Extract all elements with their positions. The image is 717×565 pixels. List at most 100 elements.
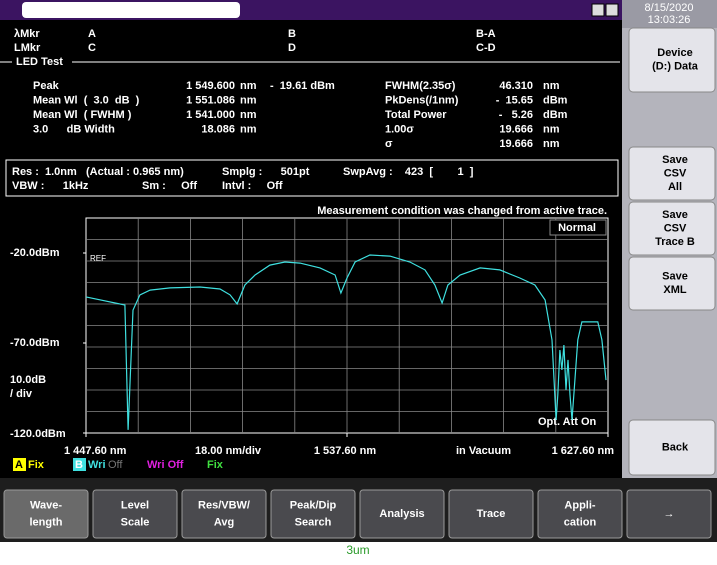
result-name: Peak [33,80,60,92]
result-name: FWHM(2.35σ) [385,80,456,92]
function-key[interactable] [3,489,89,539]
softkey-label: Save [662,209,688,221]
medium: in Vacuum [456,445,511,457]
function-key[interactable] [537,489,623,539]
softkey[interactable] [628,146,716,201]
setting: Intvl : Off [222,180,283,192]
footer: 3um [346,543,369,557]
window-button[interactable] [591,3,605,17]
softkey-label: CSV [664,222,687,234]
x-tick-label: 1 447.60 nm [64,445,127,457]
marker-label: λMkr [14,28,40,40]
result-name: PkDens(/1nm) [385,94,459,106]
result-unit: nm [240,109,257,121]
result-name: Mean Wl ( 3.0 dB ) [33,94,140,106]
result-value: 1 551.086 [186,94,235,106]
trace [85,254,607,430]
trace-key [13,458,26,471]
mode-box [549,219,607,236]
function-key[interactable] [626,489,712,539]
result-name: Mean Wl ( FWHM ) [33,109,132,121]
result-unit: nm [240,123,257,135]
softkey[interactable] [628,27,716,93]
function-key-label: Res/VBW/ [198,499,250,511]
result-name: 3.0 dB Width [33,123,115,135]
marker-label: LMkr [14,42,41,54]
x-div: 18.00 nm/div [195,445,262,457]
section-title: LED Test [16,56,63,68]
setting: Res : 1.0nm (Actual : 0.965 nm) [12,166,184,178]
setting: SwpAvg : 423 [ 1 ] [343,166,474,178]
trace-status: Fix [207,459,224,471]
setting: VBW : 1kHz [12,180,89,192]
function-key[interactable] [92,489,178,539]
result-value: - 19.61 dBm [270,80,335,92]
mode: Normal [558,222,596,234]
function-key[interactable] [359,489,445,539]
ref-label: REF [90,254,106,263]
y-tick-label: -120.0dBm [10,428,66,440]
result-value: - 5.26 [499,109,533,121]
y-tick-label: -70.0dBm [10,337,60,349]
softkey-label: Save [662,154,688,166]
function-key-label: Analysis [379,508,424,520]
function-key-label: Scale [121,516,150,528]
function-key-label: Trace [477,508,506,520]
softkey-label: Save [662,271,688,283]
marker-label: C-D [476,42,496,54]
function-key-label: Wave- [30,499,62,511]
setting: Smplg : 501pt [222,166,310,178]
result-unit: nm [543,80,560,92]
time: 13:03:26 [648,14,691,26]
result-name: σ [385,138,393,150]
scale-label: / div [10,388,33,400]
notice: Measurement condition was changed from a… [317,205,607,217]
result-value: - 15.65 [496,94,533,106]
function-key-label: Level [121,499,149,511]
result-name: Total Power [385,109,447,121]
result-value: 1 549.600 [186,80,235,92]
main-display [0,20,622,478]
result-unit: dBm [543,109,568,121]
result-name: 1.00σ [385,123,414,135]
function-key-label: length [30,516,63,528]
result-unit: nm [240,94,257,106]
trace-status: Wri Off [147,459,184,471]
marker-label: B-A [476,28,496,40]
softkey[interactable] [628,419,716,476]
softkey[interactable] [628,201,716,256]
result-unit: nm [543,138,560,150]
result-unit: dBm [543,94,568,106]
result-unit: nm [543,123,560,135]
scale-label: 10.0dB [10,374,46,386]
function-key[interactable] [270,489,356,539]
softkey-label: (D:) Data [652,61,699,73]
y-tick-label: -20.0dBm [10,247,60,259]
softkey[interactable] [628,256,716,311]
att-label: Opt. Att On [538,416,597,428]
marker-label: B [288,28,296,40]
function-key-label: Avg [214,516,234,528]
date: 8/15/2020 [645,2,694,14]
function-key[interactable] [181,489,267,539]
trace-key [73,458,86,471]
function-key-label: Appli- [564,499,595,511]
softkey-label: Trace B [655,236,695,248]
title-blank [22,2,240,18]
result-value: 19.666 [499,123,533,135]
window-button[interactable] [605,3,619,17]
setting: Sm : Off [142,180,197,192]
clock-area [622,0,717,28]
function-key[interactable] [448,489,534,539]
softkey-label: XML [663,284,687,296]
marker-label: D [288,42,296,54]
result-value: 46.310 [499,80,533,92]
settings-box [5,159,619,197]
marker-label: A [88,28,96,40]
softkey-label: Back [662,441,689,453]
result-unit: nm [240,80,257,92]
trace-status: Wri [88,459,106,471]
x-tick-label: 1 627.60 nm [552,445,615,457]
